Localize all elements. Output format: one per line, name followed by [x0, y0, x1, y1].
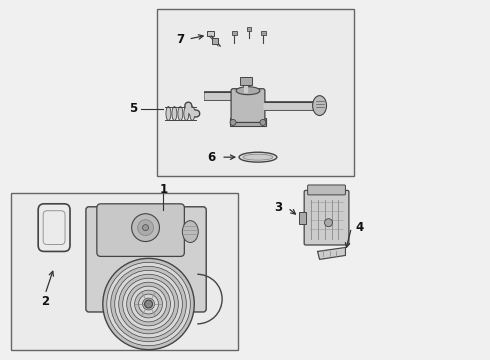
Bar	[157, 9, 354, 176]
Bar	[230, 118, 266, 126]
Circle shape	[135, 290, 163, 318]
Bar	[299, 212, 306, 224]
Circle shape	[132, 214, 159, 242]
Circle shape	[260, 120, 266, 125]
Circle shape	[103, 258, 195, 350]
FancyBboxPatch shape	[308, 185, 345, 195]
Circle shape	[111, 266, 186, 342]
Bar	[261, 31, 266, 35]
Circle shape	[119, 274, 178, 334]
Ellipse shape	[239, 152, 277, 162]
Text: 1: 1	[159, 184, 168, 197]
Ellipse shape	[313, 96, 326, 116]
Bar	[212, 38, 218, 44]
Ellipse shape	[172, 107, 177, 121]
Text: 6: 6	[207, 151, 215, 164]
Bar	[247, 27, 251, 31]
Text: 3: 3	[274, 201, 282, 214]
Circle shape	[139, 294, 158, 314]
FancyBboxPatch shape	[304, 190, 349, 245]
Circle shape	[145, 300, 152, 308]
Circle shape	[122, 278, 174, 330]
Circle shape	[115, 270, 182, 338]
FancyBboxPatch shape	[97, 204, 184, 256]
Text: 4: 4	[355, 221, 364, 234]
Text: 7: 7	[176, 33, 184, 46]
Polygon shape	[318, 247, 345, 260]
Ellipse shape	[178, 107, 183, 121]
Circle shape	[138, 220, 153, 235]
Bar	[240, 77, 252, 85]
Ellipse shape	[166, 107, 171, 121]
Text: 2: 2	[41, 294, 49, 307]
Ellipse shape	[182, 221, 198, 243]
Bar	[11, 193, 238, 350]
Ellipse shape	[243, 154, 273, 160]
Circle shape	[107, 262, 190, 346]
Ellipse shape	[184, 107, 189, 121]
FancyBboxPatch shape	[231, 89, 265, 122]
Circle shape	[143, 225, 148, 231]
Bar	[232, 31, 237, 35]
Bar	[207, 31, 214, 36]
Circle shape	[143, 298, 154, 310]
Circle shape	[230, 120, 236, 125]
Circle shape	[324, 219, 333, 227]
Circle shape	[127, 282, 171, 326]
Ellipse shape	[190, 107, 195, 121]
FancyBboxPatch shape	[86, 207, 206, 312]
Circle shape	[131, 286, 167, 322]
Ellipse shape	[236, 87, 260, 95]
Text: 5: 5	[129, 102, 138, 115]
